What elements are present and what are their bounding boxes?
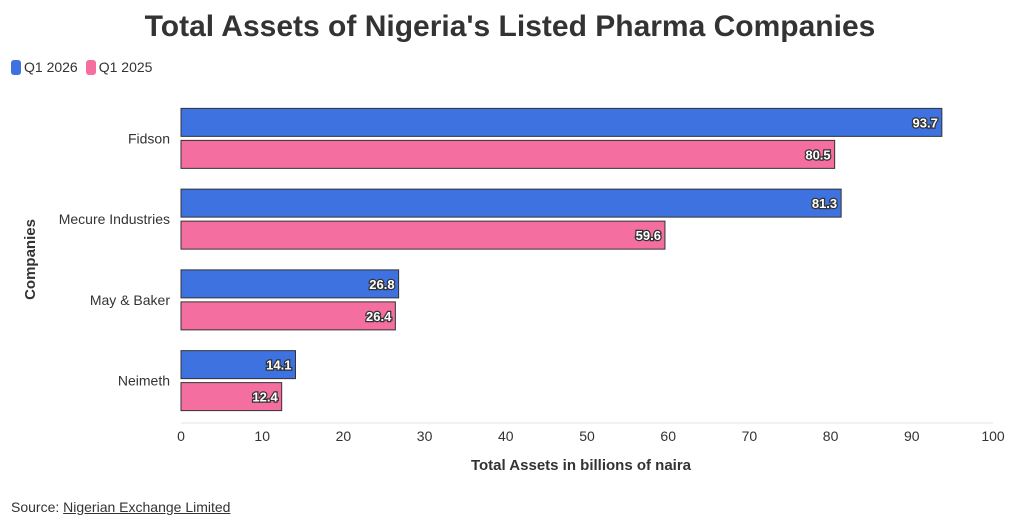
- bar-neimeth-q1-2025: [180, 382, 283, 412]
- legend-label-q1-2026: Q1 2026: [24, 59, 78, 75]
- category-label-fidson: Fidson: [128, 130, 170, 146]
- bar-fidson-q1-2025: [180, 139, 836, 169]
- x-tick-label: 10: [254, 428, 270, 444]
- legend-swatch-q1-2026: [11, 59, 21, 75]
- category-label-neimeth: Neimeth: [118, 373, 170, 389]
- data-label-fidson-q1-2025: 80.5: [805, 147, 830, 162]
- bar-mecure-industries-q1-2025: [180, 220, 666, 250]
- x-tick-label: 30: [417, 428, 433, 444]
- source-note: Source: Nigerian Exchange Limited: [11, 499, 230, 515]
- source-link[interactable]: Nigerian Exchange Limited: [63, 499, 231, 515]
- legend-swatch-q1-2025: [85, 59, 96, 75]
- bar-neimeth-q1-2026: [180, 350, 296, 380]
- data-label-fidson-q1-2026: 93.7: [913, 115, 938, 130]
- data-label-mecure-industries-q1-2025: 59.6: [636, 228, 661, 243]
- x-tick-label: 90: [904, 428, 920, 444]
- source-label: Source:: [11, 499, 60, 515]
- legend-label-q1-2025: Q1 2025: [98, 59, 153, 75]
- data-label-neimeth-q1-2026: 14.1: [266, 358, 291, 373]
- bar-fidson-q1-2026: [180, 107, 943, 137]
- x-tick-label: 80: [823, 428, 839, 444]
- y-axis-title: Companies: [22, 219, 39, 300]
- category-label-may-baker: May & Baker: [90, 292, 170, 308]
- legend-item-q1-2025[interactable]: Q1 2025: [85, 59, 153, 75]
- x-tick-label: 70: [742, 428, 758, 444]
- x-tick-label: 20: [336, 428, 352, 444]
- category-label-mecure-industries: Mecure Industries: [59, 211, 170, 227]
- x-tick-label: 60: [660, 428, 676, 444]
- x-axis-title: Total Assets in billions of naira: [471, 457, 692, 474]
- data-label-may-baker-q1-2025: 26.4: [366, 309, 392, 324]
- bar-mecure-industries-q1-2026: [180, 188, 842, 218]
- x-tick-label: 50: [579, 428, 595, 444]
- bar-may-baker-q1-2025: [180, 301, 396, 331]
- x-tick-label: 0: [177, 428, 185, 444]
- chart-title: Total Assets of Nigeria's Listed Pharma …: [144, 10, 876, 43]
- x-tick-label: 40: [498, 428, 514, 444]
- legend: Q1 2026 Q1 2025: [11, 59, 152, 75]
- data-label-mecure-industries-q1-2026: 81.3: [812, 196, 837, 211]
- data-label-may-baker-q1-2026: 26.8: [369, 277, 394, 292]
- data-label-neimeth-q1-2025: 12.4: [252, 390, 278, 405]
- legend-item-q1-2026[interactable]: Q1 2026: [11, 59, 78, 75]
- x-tick-label: 100: [981, 428, 1005, 444]
- bar-may-baker-q1-2026: [180, 269, 400, 299]
